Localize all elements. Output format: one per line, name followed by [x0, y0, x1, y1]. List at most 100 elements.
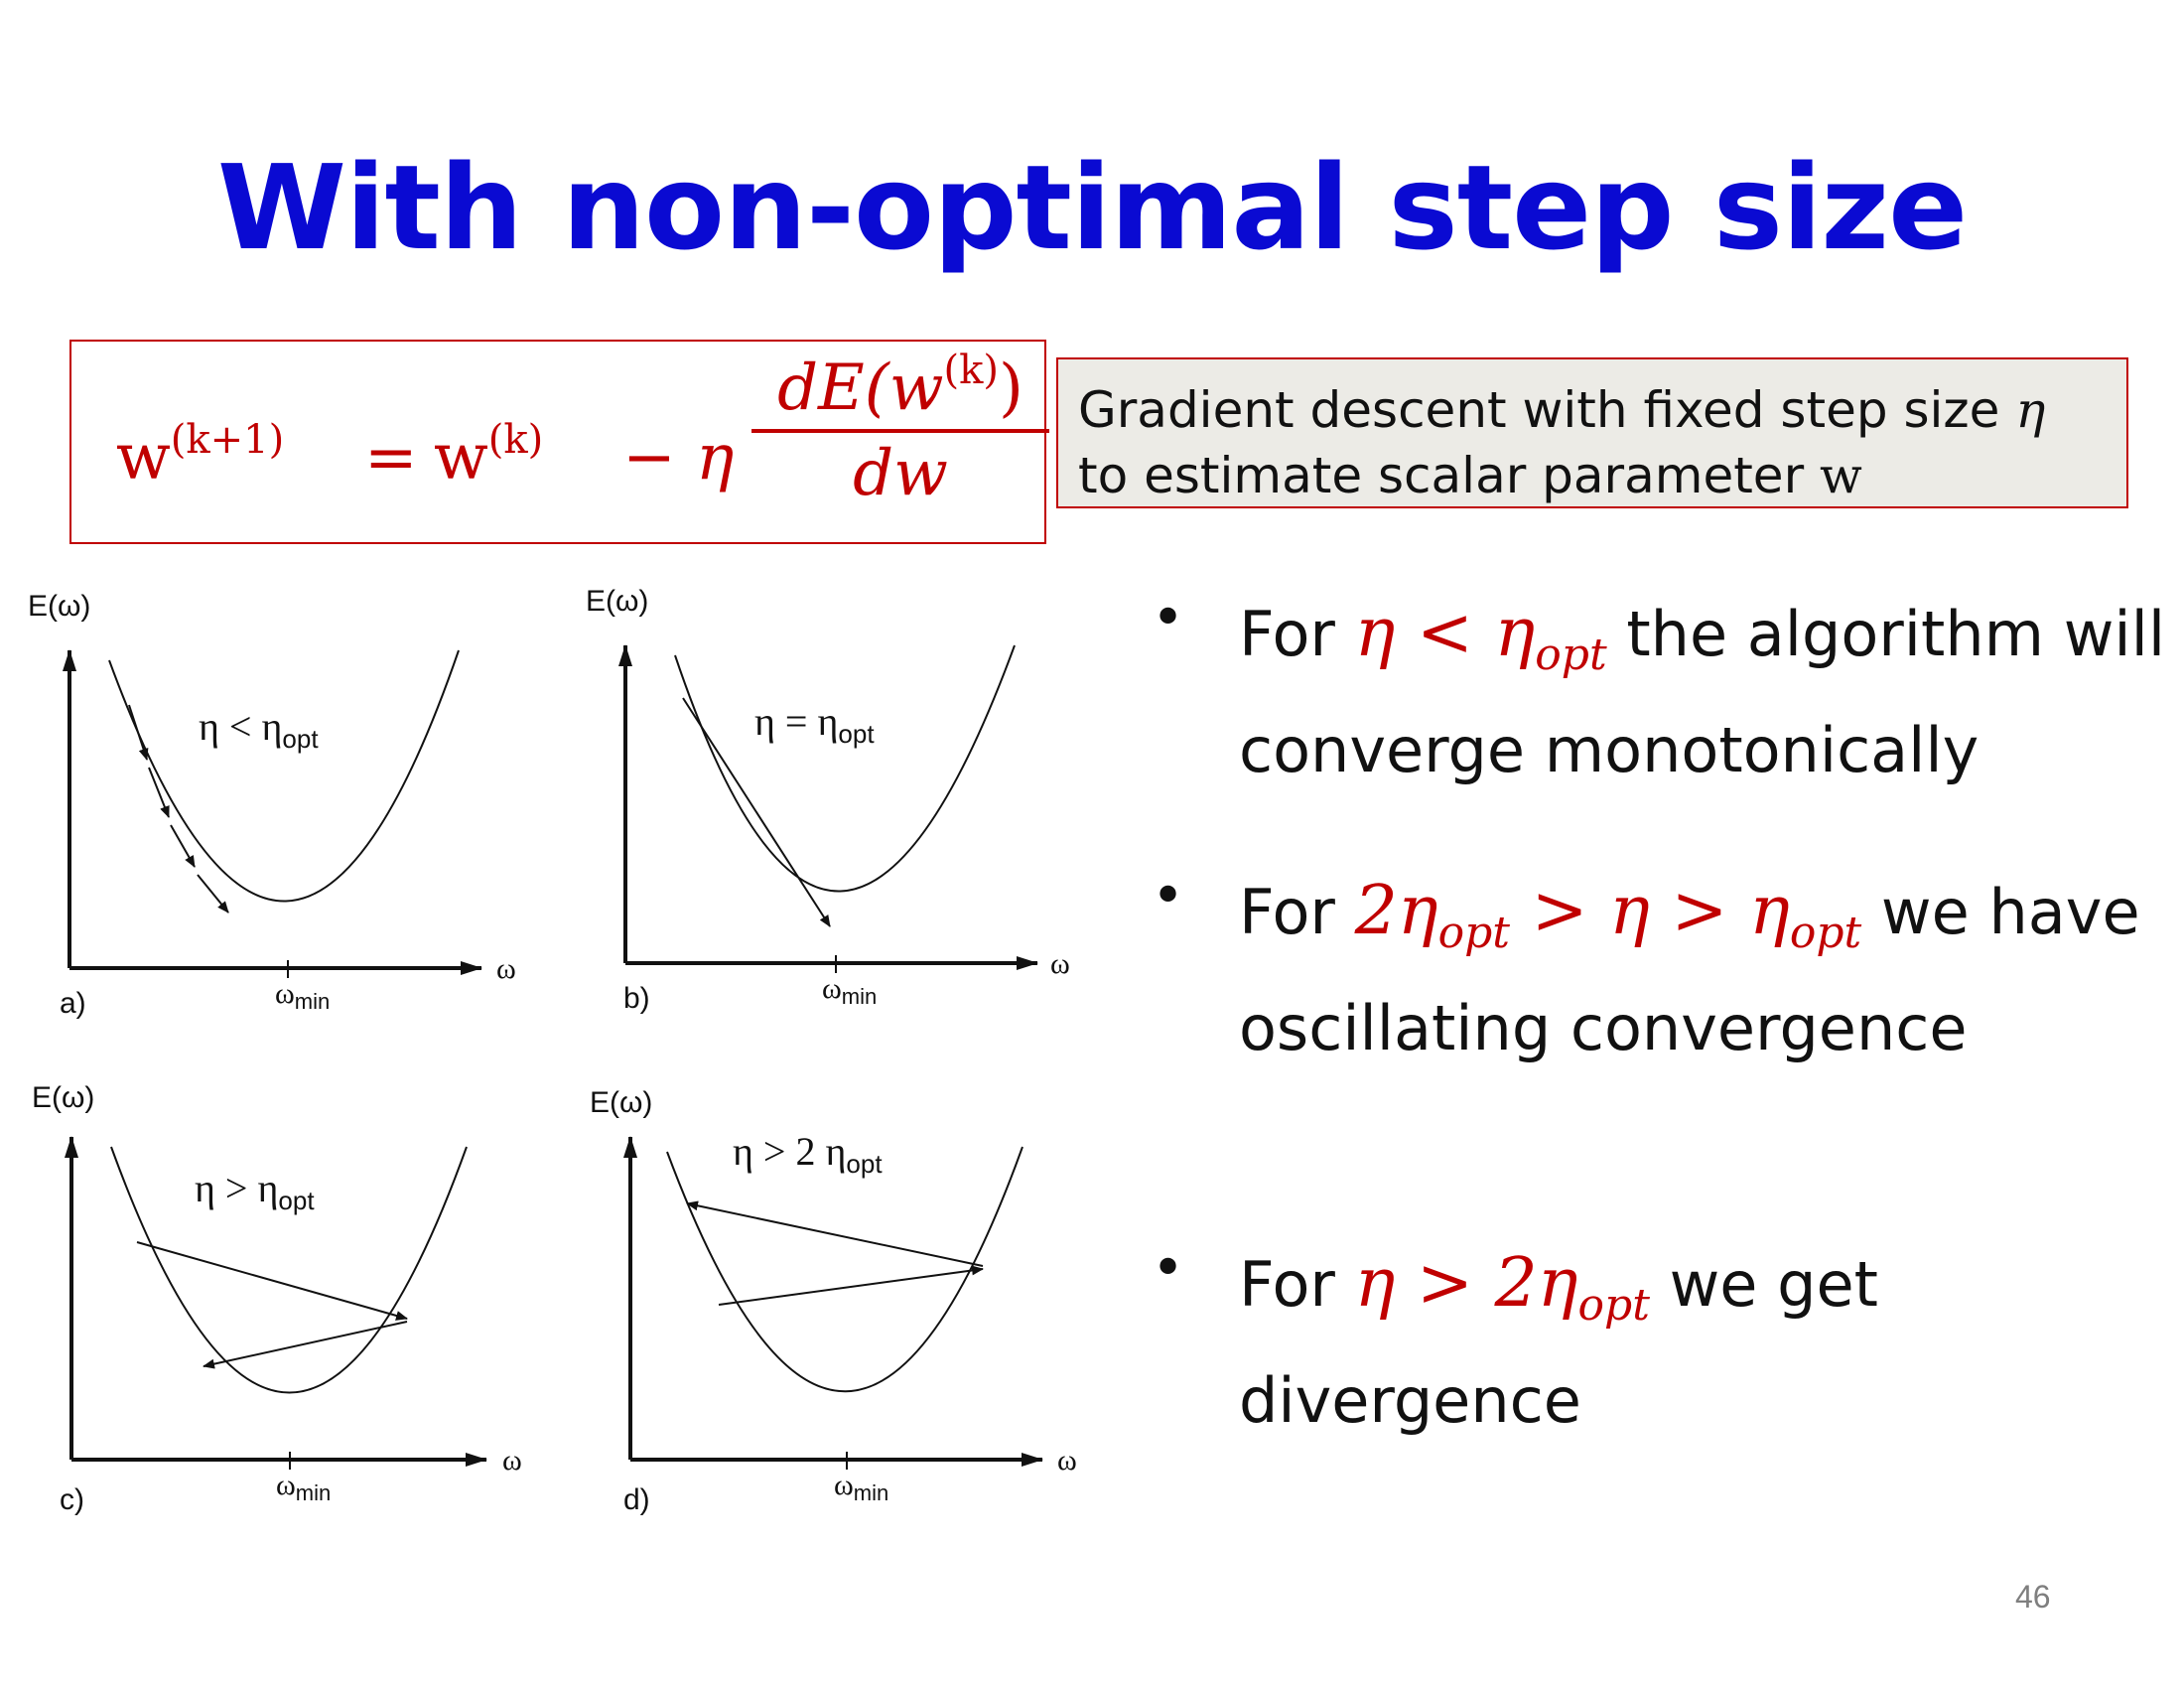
panel-b-x-label: ω	[1050, 947, 1070, 980]
panel-d-min-sub: min	[854, 1480, 888, 1505]
description-text: Gradient descent with fixed step size η …	[1078, 377, 2045, 508]
panel-d-x-label: ω	[1057, 1444, 1077, 1477]
panel-c-label: c)	[60, 1483, 84, 1516]
bullet-math-a-sub: opt	[1577, 1280, 1650, 1331]
panel-a-step-arrow	[128, 704, 149, 761]
panel-c-min-omega: ω	[276, 1469, 296, 1501]
panel-b-error-curve	[674, 644, 1016, 893]
panel-c-x-label: ω	[502, 1444, 522, 1477]
panel-b-min-sub: min	[842, 984, 877, 1009]
formula-lhs: w(k+1)	[116, 417, 284, 494]
panel-b-min-omega: ω	[822, 972, 842, 1005]
panel-d-min-omega: ω	[834, 1469, 854, 1501]
update-rule-box: w(k+1) = w(k) − η dE(w(k)) dw	[69, 340, 1049, 544]
formula-rhs-w: w	[434, 421, 488, 494]
panel-a-label: a)	[60, 987, 86, 1020]
panel-b-min-label: ωmin	[822, 972, 877, 1009]
panel-d-min-label: ωmin	[834, 1469, 888, 1505]
formula-denominator-text: dw	[853, 437, 948, 510]
bullet-math-b: > η > η	[1509, 872, 1790, 950]
panel-a-annotation: η < ηopt	[199, 704, 319, 754]
bullet-dot: •	[1152, 586, 1185, 650]
panel-d: E(ω) ω d) ωmin η > 2 ηopt	[590, 1086, 1077, 1516]
panel-a-step-arrow	[170, 824, 196, 868]
panel-a-min-omega: ω	[275, 977, 295, 1010]
formula-numerator-text: dE(w	[777, 352, 944, 425]
formula-rhs-sup: (k)	[487, 417, 544, 463]
bullet-math: η < ηopt	[1354, 594, 1607, 680]
panel-d-step-arrow	[718, 1265, 984, 1306]
formula-denominator: dw	[751, 437, 1049, 510]
bullet-dot: •	[1152, 864, 1185, 928]
panel-d-annotation: η > 2 ηopt	[733, 1129, 883, 1179]
panel-a-annotation-text: η < η	[199, 704, 282, 749]
panel-d-error-curve	[666, 1146, 1024, 1393]
note-line2-text: to estimate scalar parameter	[1078, 447, 1821, 504]
fraction-bar	[751, 429, 1049, 433]
bullet-pre: For	[1239, 598, 1355, 670]
panel-a-min-label: ωmin	[275, 977, 330, 1014]
panel-c-step-arrow	[203, 1321, 408, 1369]
bullet-math-a: 2η	[1354, 872, 1438, 950]
formula-equals: =	[364, 421, 418, 494]
panel-b-annotation: η = ηopt	[754, 699, 875, 749]
note-eta-symbol: η	[2015, 381, 2046, 439]
bullet-math-a: η > 2η	[1354, 1244, 1578, 1323]
gradient-descent-diagrams: E(ω) ω a) ωmin η < ηopt E(ω) ω b) ωmin η…	[28, 585, 1077, 1516]
note-w-symbol: w	[1820, 447, 1862, 504]
panel-b: E(ω) ω b) ωmin η = ηopt	[586, 585, 1070, 1015]
panel-c-error-curve	[110, 1146, 468, 1394]
panel-b-y-label: E(ω)	[586, 585, 648, 618]
formula-minus-eta: − η	[622, 421, 735, 494]
page-number: 46	[2015, 1579, 2051, 1615]
panel-d-annotation-text: η > 2 η	[733, 1129, 846, 1174]
panel-b-annotation-sub: opt	[838, 719, 875, 749]
formula-numerator-close: )	[998, 352, 1024, 425]
panel-a-x-label: ω	[496, 952, 516, 985]
panel-b-step-arrow	[682, 697, 831, 927]
bullet-math: 2ηopt > η > ηopt	[1354, 872, 1862, 958]
formula-numerator-sup: (k)	[943, 348, 999, 393]
bullet-pre: For	[1239, 1248, 1355, 1321]
panel-a-annotation-sub: opt	[282, 724, 319, 754]
panel-c-min-label: ωmin	[276, 1469, 331, 1505]
panel-a-error-curve	[108, 649, 460, 903]
bullet-math-a: η < η	[1354, 594, 1536, 672]
formula-rhs: w(k)	[434, 417, 543, 494]
bullet-pre: For	[1239, 876, 1355, 948]
note-line1-text: Gradient descent with fixed step size	[1078, 381, 2016, 439]
formula-lhs-sup: (k+1)	[170, 417, 285, 463]
panel-c-step-arrow	[136, 1241, 408, 1321]
slide-title: With non-optimal step size	[216, 139, 1968, 276]
panel-c: E(ω) ω c) ωmin η > ηopt	[32, 1081, 522, 1516]
panel-d-y-label: E(ω)	[590, 1086, 652, 1119]
panel-c-annotation: η > ηopt	[195, 1166, 315, 1215]
bullet-math: η > 2ηopt	[1354, 1244, 1650, 1331]
bullet-text: For η > 2ηopt we get divergence	[1239, 1236, 2182, 1449]
bullet-text: For η < ηopt the algorithm will converge…	[1239, 586, 2182, 798]
panel-a-step-arrow	[148, 767, 170, 818]
bullet-math-b-sub: opt	[1789, 908, 1862, 958]
description-note: Gradient descent with fixed step size η …	[1056, 357, 2128, 508]
panel-c-annotation-sub: opt	[278, 1186, 315, 1215]
bullet-dot: •	[1152, 1236, 1185, 1301]
formula-lhs-w: w	[116, 421, 171, 494]
bullet-math-a-sub: opt	[1437, 908, 1510, 958]
panel-d-annotation-sub: opt	[846, 1149, 883, 1179]
panel-c-y-label: E(ω)	[32, 1081, 94, 1114]
formula-fraction: dE(w(k)) dw	[751, 348, 1049, 510]
panel-c-annotation-text: η > η	[195, 1166, 278, 1210]
panel-b-label: b)	[623, 982, 650, 1015]
panel-b-annotation-text: η = η	[754, 699, 838, 744]
bullet-post: we have oscillating convergence	[1239, 876, 2140, 1064]
bullet-math-a-sub: opt	[1535, 630, 1607, 680]
formula-numerator: dE(w(k))	[751, 348, 1049, 425]
bullet-post: we get divergence	[1239, 1248, 1878, 1437]
panel-a-step-arrow	[197, 874, 229, 914]
panel-d-label: d)	[623, 1483, 650, 1516]
panel-a-min-sub: min	[295, 989, 330, 1014]
bullet-post: the algorithm will converge monotonicall…	[1239, 598, 2166, 786]
panel-a: E(ω) ω a) ωmin η < ηopt	[28, 590, 516, 1020]
panel-c-min-sub: min	[296, 1480, 331, 1505]
panel-a-y-label: E(ω)	[28, 590, 90, 623]
